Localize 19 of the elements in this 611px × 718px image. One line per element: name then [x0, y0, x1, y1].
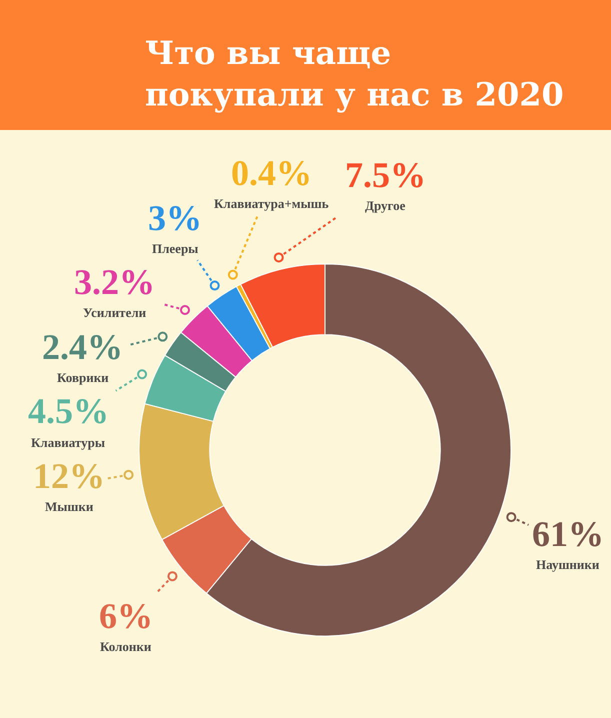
- chart-title: Что вы чаще покупали у нас в 2020: [145, 34, 564, 114]
- data-label: 3.2%: [74, 262, 155, 302]
- data-label: 61%: [532, 514, 604, 554]
- slice-label: Клавиатуры: [31, 435, 105, 450]
- slice-label: Плееры: [152, 241, 198, 256]
- data-label: 2.4%: [42, 327, 123, 367]
- slice-label: Клавиатура+мышь: [214, 196, 329, 211]
- slice-label: Усилители: [83, 305, 147, 320]
- data-label: 3%: [148, 198, 202, 238]
- data-label: 7.5%: [345, 155, 426, 195]
- data-label: 0.4%: [231, 153, 312, 193]
- data-label: 12%: [33, 456, 105, 496]
- slice-label: Наушники: [536, 557, 600, 572]
- slice-label: Колонки: [100, 639, 152, 654]
- slice-label: Другое: [365, 198, 406, 213]
- slice-label: Мышки: [45, 499, 94, 514]
- data-label: 4.5%: [28, 391, 109, 431]
- data-label: 6%: [99, 596, 153, 636]
- slice-label: Коврики: [57, 370, 110, 385]
